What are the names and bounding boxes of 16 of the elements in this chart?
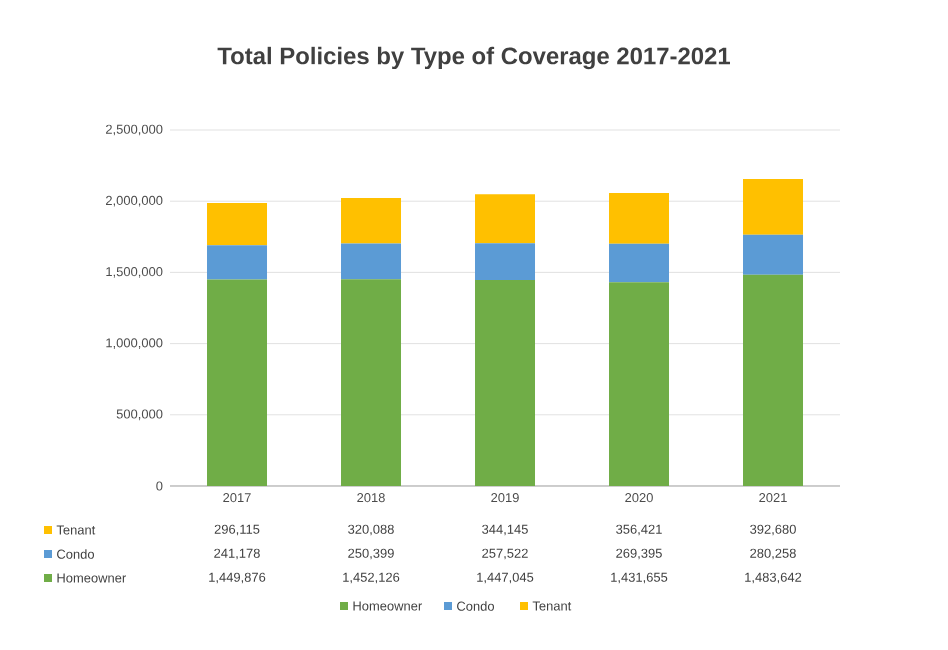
bar xyxy=(475,194,536,244)
bar xyxy=(743,274,804,486)
bar xyxy=(475,279,536,486)
bar xyxy=(341,279,402,486)
bar xyxy=(207,203,268,246)
bar xyxy=(609,282,670,486)
bar xyxy=(341,197,402,244)
bar xyxy=(743,234,804,275)
bar xyxy=(207,279,268,486)
bar xyxy=(609,243,670,283)
bar xyxy=(609,193,670,244)
bar xyxy=(743,178,804,235)
bar xyxy=(341,243,402,280)
chart-title: Total Policies by Type of Coverage 2017-2021 xyxy=(217,46,730,70)
bar xyxy=(207,245,268,280)
bar xyxy=(475,243,536,280)
